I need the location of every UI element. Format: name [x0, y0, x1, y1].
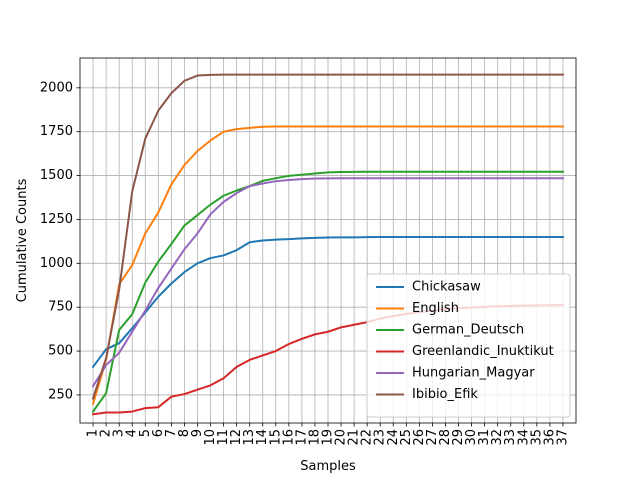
- x-tick-label: 28: [438, 429, 453, 446]
- x-tick-label: 6: [151, 429, 166, 437]
- y-tick-label: 1000: [40, 256, 73, 271]
- legend-label: English: [412, 301, 459, 316]
- x-tick-label: 11: [216, 429, 231, 446]
- series-line-ibibio-efik: [91, 73, 564, 400]
- x-tick-label: 29: [451, 429, 466, 446]
- x-tick-label: 22: [360, 429, 375, 446]
- y-axis-label: Cumulative Counts: [15, 178, 30, 302]
- x-tick-label: 31: [477, 429, 492, 446]
- legend-label: Ibibio_Efik: [412, 387, 478, 402]
- y-tick-label: 250: [48, 387, 73, 402]
- x-tick-label: 16: [281, 429, 296, 446]
- x-tick-label: 3: [112, 429, 127, 437]
- series-line-chickasaw: [91, 235, 564, 369]
- legend: Chickasaw English German_Deutsch Greenlandi…: [366, 273, 571, 418]
- y-tick-label: 1250: [40, 212, 73, 227]
- y-tick-label: 500: [48, 344, 73, 359]
- x-tick-label: 5: [138, 429, 153, 437]
- x-tick-label: 7: [164, 429, 179, 437]
- series-line-hungarian-magyar: [91, 177, 564, 388]
- x-tick-label: 32: [490, 429, 505, 446]
- x-tick-label: 4: [125, 429, 140, 437]
- legend-label: Hungarian_Magyar: [412, 366, 535, 381]
- x-axis-label: Samples: [300, 459, 356, 474]
- x-tick-label: 2: [99, 429, 114, 437]
- x-tick-label: 19: [321, 429, 336, 446]
- x-tick-label: 13: [242, 429, 257, 446]
- y-tick-label: 750: [48, 300, 73, 315]
- x-tick-label: 35: [529, 429, 544, 446]
- axis-ticks: 1234567891011121314151617181920212223242…: [40, 80, 571, 445]
- x-tick-label: 36: [542, 429, 557, 446]
- x-tick-label: 37: [555, 429, 570, 446]
- x-tick-label: 24: [386, 429, 401, 446]
- legend-box: [366, 273, 571, 418]
- legend-label: Greenlandic_Inuktikut: [412, 344, 554, 359]
- y-tick-label: 2000: [40, 80, 73, 95]
- x-tick-label: 25: [399, 429, 414, 446]
- x-tick-label: 21: [347, 429, 362, 446]
- x-tick-label: 30: [464, 429, 479, 446]
- series-line-english: [91, 125, 564, 405]
- x-tick-label: 17: [294, 429, 309, 446]
- x-tick-label: 15: [268, 429, 283, 446]
- x-tick-label: 26: [412, 429, 427, 446]
- series-line-german-deutsch: [91, 170, 564, 413]
- legend-label: German_Deutsch: [412, 323, 524, 338]
- y-tick-label: 1500: [40, 168, 73, 183]
- x-tick-label: 12: [229, 429, 244, 446]
- x-tick-label: 10: [203, 429, 218, 446]
- legend-label: Chickasaw: [412, 280, 481, 295]
- series-lines: [91, 73, 564, 416]
- x-tick-label: 34: [516, 429, 531, 446]
- x-tick-label: 23: [373, 429, 388, 446]
- x-tick-label: 33: [503, 429, 518, 446]
- x-tick-label: 27: [425, 429, 440, 446]
- x-tick-label: 1: [86, 429, 101, 437]
- y-tick-label: 1750: [40, 124, 73, 139]
- x-tick-label: 8: [177, 429, 192, 437]
- x-tick-label: 20: [334, 429, 349, 446]
- x-tick-label: 14: [255, 429, 270, 446]
- x-tick-label: 18: [307, 429, 322, 446]
- x-tick-label: 9: [190, 429, 205, 437]
